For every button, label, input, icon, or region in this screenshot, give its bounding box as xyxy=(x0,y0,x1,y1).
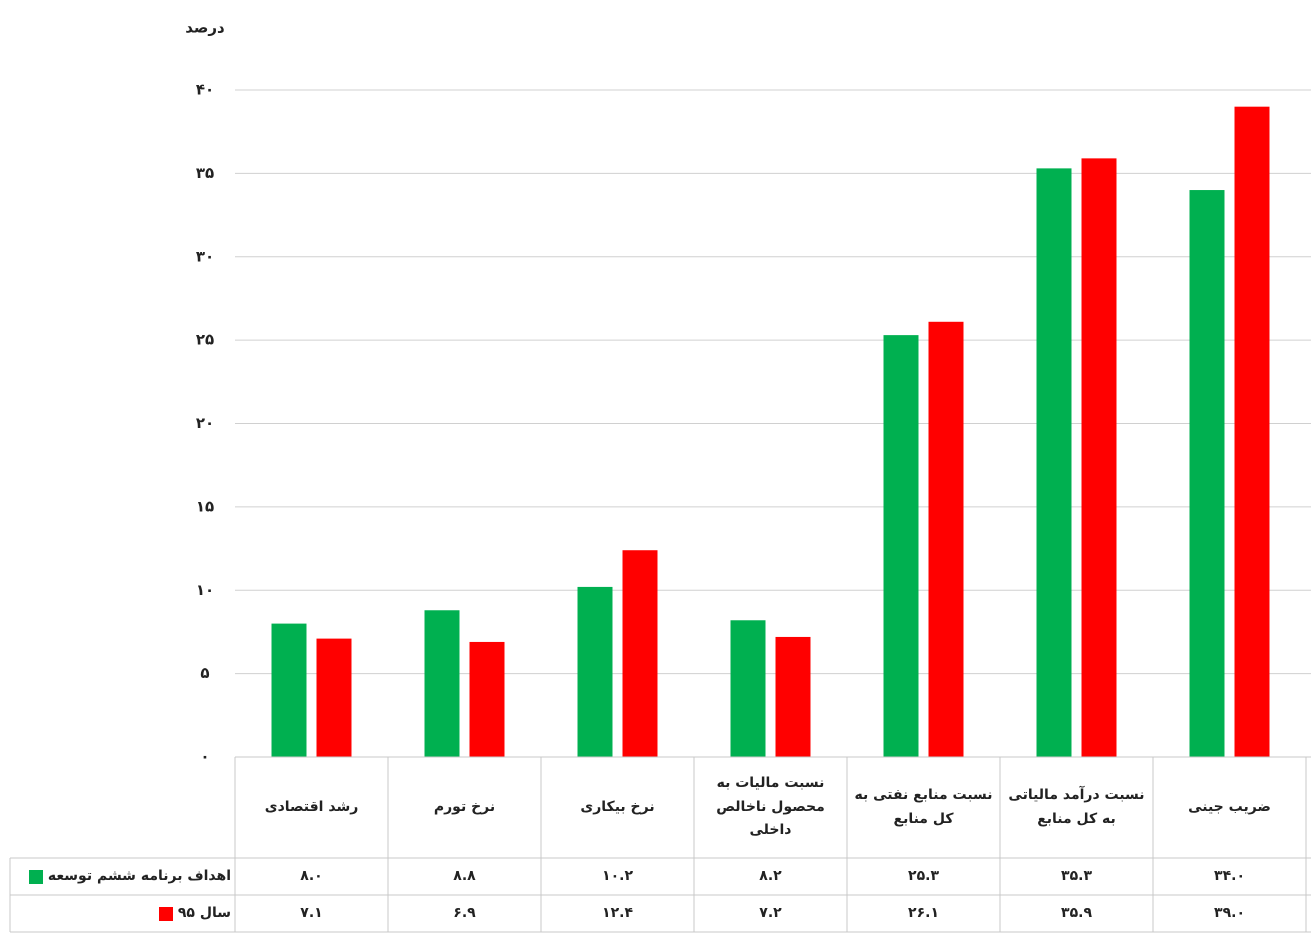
x-tick-label: نسبت مالیات به محصول ناخالص داخلی xyxy=(716,774,825,839)
value-label: ۳۴.۰ xyxy=(1214,867,1245,884)
value-label-box: ۸.۲ xyxy=(759,867,782,884)
bar xyxy=(1081,158,1117,757)
value-label: ۳۵.۹ xyxy=(1061,904,1092,921)
x-tick-label-box: ضریب جینی xyxy=(1188,798,1271,815)
bar xyxy=(928,321,964,757)
bar xyxy=(883,335,919,757)
value-label-box: ۲۵.۳ xyxy=(908,867,939,884)
bar xyxy=(775,636,811,757)
x-tick-label-box: نسبت درآمد مالیاتی به کل منابع xyxy=(1008,786,1145,827)
value-label: ۷.۲ xyxy=(759,904,782,921)
bar xyxy=(1189,190,1225,758)
value-label: ۱۲.۴ xyxy=(602,904,633,921)
legend-swatch xyxy=(158,906,173,921)
value-label-box: ۳۹.۰ xyxy=(1214,904,1245,921)
y-tick-label: ۱۵ xyxy=(196,497,214,515)
value-label: ۷.۱ xyxy=(300,904,323,921)
value-label-box: ۶.۹ xyxy=(453,904,476,921)
value-label-box: ۸.۰ xyxy=(300,867,323,884)
bar xyxy=(577,586,613,757)
bar xyxy=(316,638,352,757)
y-tick-label: ۴۰ xyxy=(196,81,214,99)
value-label-box: ۳۵.۳ xyxy=(1061,867,1092,884)
legend-entry: اهداف برنامه ششم توسعه xyxy=(10,858,235,895)
x-tick-label: نرخ تورم xyxy=(433,798,496,815)
y-tick-label: ۰ xyxy=(200,748,209,766)
x-tick-label-box: نرخ تورم xyxy=(433,798,496,815)
y-tick-label: ۲۰ xyxy=(196,414,214,432)
legend-label: سال ۹۵ xyxy=(177,904,231,921)
value-label-box: ۷.۱ xyxy=(300,904,323,921)
y-axis-label: درصد xyxy=(185,19,225,37)
value-label: ۸.۲ xyxy=(759,867,782,884)
value-label-box: ۳۵.۹ xyxy=(1061,904,1092,921)
value-label: ۲۶.۱ xyxy=(908,904,939,921)
value-label: ۳۵.۳ xyxy=(1061,867,1092,884)
bar xyxy=(424,610,460,757)
value-label: ۲۵.۳ xyxy=(908,867,939,884)
value-label: ۳۹.۰ xyxy=(1214,904,1245,921)
x-tick-label-box: نرخ بیکاری xyxy=(580,798,655,815)
x-tick-label: نسبت منابع نفتی به کل منابع xyxy=(854,786,993,827)
y-tick-label: ۳۰ xyxy=(196,247,214,265)
bar xyxy=(1036,168,1072,757)
legend-entry: سال ۹۵ xyxy=(10,895,235,932)
x-tick-label: نسبت درآمد مالیاتی به کل منابع xyxy=(1008,786,1145,827)
value-label: ۱۰.۲ xyxy=(602,867,633,884)
legend-entry-box: سال ۹۵ xyxy=(10,895,235,932)
y-tick-label: ۲۵ xyxy=(196,331,214,349)
bar xyxy=(271,623,307,757)
legend-swatch xyxy=(28,869,43,884)
x-tick-label: نرخ بیکاری xyxy=(580,798,655,815)
y-tick-label: ۱۰ xyxy=(196,581,214,599)
value-label-box: ۳۴.۰ xyxy=(1214,867,1245,884)
bar xyxy=(1234,106,1270,758)
x-tick-label: ضریب جینی xyxy=(1188,798,1271,815)
legend-label: اهداف برنامه ششم توسعه xyxy=(47,867,231,884)
value-label-box: ۱۲.۴ xyxy=(602,904,633,921)
value-label-box: ۲۶.۱ xyxy=(908,904,939,921)
x-tick-label-box: رشد اقتصادی xyxy=(264,798,359,815)
y-tick-label: ۵ xyxy=(200,664,209,682)
value-label-box: ۸.۸ xyxy=(453,867,476,884)
value-label: ۸.۰ xyxy=(300,867,323,884)
x-tick-label-box: نسبت منابع نفتی به کل منابع xyxy=(854,786,993,827)
value-label-box: ۱۰.۲ xyxy=(602,867,633,884)
value-label: ۸.۸ xyxy=(453,867,476,884)
bar xyxy=(622,550,658,757)
x-tick-label-box: نسبت مالیات به محصول ناخالص داخلی xyxy=(716,774,825,839)
legend-entry-box: اهداف برنامه ششم توسعه xyxy=(10,858,235,895)
bar xyxy=(469,641,505,757)
y-tick-label: ۳۵ xyxy=(196,164,214,182)
bar xyxy=(730,620,766,757)
value-label-box: ۷.۲ xyxy=(759,904,782,921)
x-tick-label: رشد اقتصادی xyxy=(264,798,359,815)
value-label: ۶.۹ xyxy=(453,904,476,921)
